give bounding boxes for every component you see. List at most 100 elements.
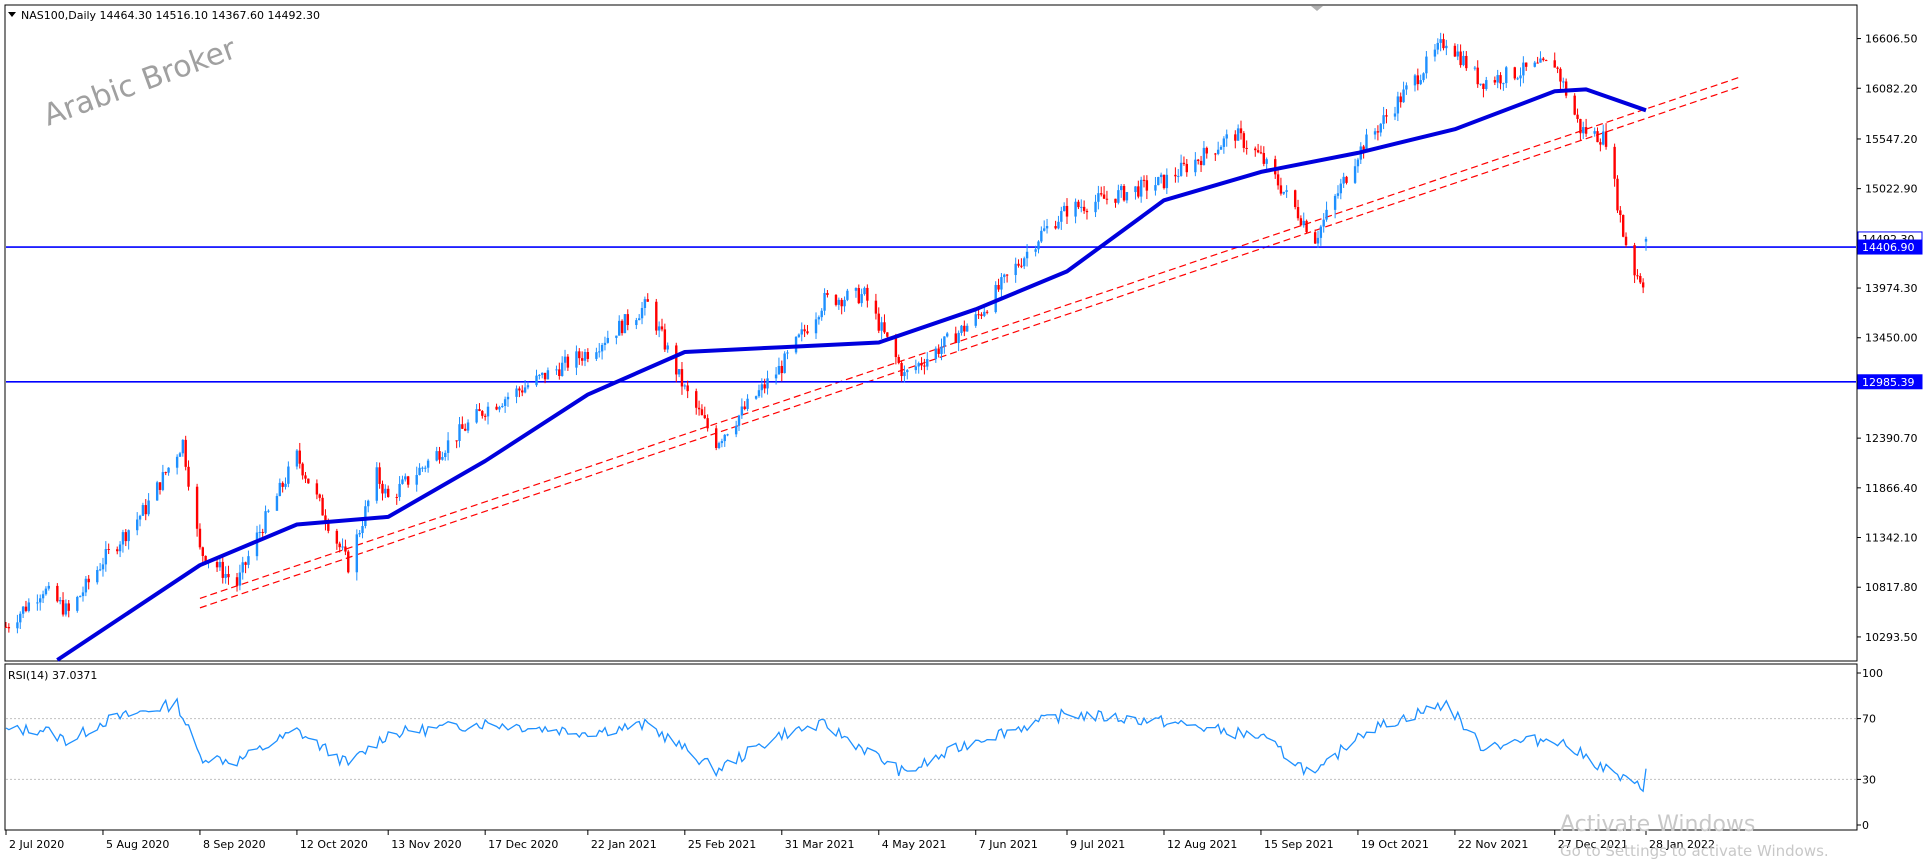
candle-body xyxy=(335,530,339,544)
trend-line[interactable] xyxy=(199,76,1741,599)
candle-body xyxy=(1293,190,1297,208)
candle-body xyxy=(1319,226,1323,238)
candle-body xyxy=(566,356,570,368)
candle-body xyxy=(84,578,88,593)
candle-body xyxy=(598,351,601,353)
triangle-down-icon[interactable] xyxy=(8,12,16,17)
candle-body xyxy=(64,603,68,615)
candle-body xyxy=(435,451,438,461)
price-label-box xyxy=(1857,374,1923,390)
candle-body xyxy=(1544,60,1548,62)
candle-body xyxy=(1137,186,1140,197)
time-tick-label: 5 Aug 2020 xyxy=(106,838,169,851)
candle-body xyxy=(1576,114,1579,119)
candle-body xyxy=(997,284,1000,290)
candle-body xyxy=(87,578,90,583)
candle-body xyxy=(637,318,641,321)
candle-body xyxy=(760,384,764,391)
candle-body xyxy=(618,320,621,336)
candle-body xyxy=(1145,180,1149,191)
candle-body xyxy=(1579,118,1582,134)
candle-body xyxy=(281,482,284,487)
rsi-tick-label: 70 xyxy=(1862,713,1876,726)
candle-body xyxy=(1604,131,1608,147)
candle-body xyxy=(7,626,11,629)
candle-body xyxy=(215,561,219,568)
candle-body xyxy=(1413,75,1417,86)
candle-body xyxy=(837,299,841,305)
price-label-text: 14406.90 xyxy=(1862,241,1915,254)
time-tick-label: 12 Oct 2020 xyxy=(300,838,368,851)
candle-body xyxy=(1034,249,1037,252)
candle-body xyxy=(526,385,530,388)
candle-body xyxy=(406,476,410,485)
candle-body xyxy=(501,405,504,408)
candle-body xyxy=(1122,185,1126,201)
candle-body xyxy=(660,326,664,330)
candle-body xyxy=(1419,80,1422,85)
candle-body xyxy=(1065,205,1069,217)
candle-body xyxy=(483,415,487,417)
candle-body xyxy=(178,453,182,457)
candle-body xyxy=(1365,134,1368,152)
candle-body xyxy=(1080,206,1083,208)
time-tick-label: 22 Jan 2021 xyxy=(591,838,657,851)
scroll-marker-icon[interactable] xyxy=(1311,6,1323,11)
candle-body xyxy=(1325,209,1328,220)
candle-body xyxy=(623,314,627,334)
candle-body xyxy=(184,439,187,467)
price-tick-label: 11342.10 xyxy=(1865,532,1918,545)
candle-body xyxy=(386,488,390,497)
candle-body xyxy=(655,301,658,331)
candle-body xyxy=(1000,277,1003,290)
candle-body xyxy=(1393,113,1397,117)
candle-body xyxy=(107,549,110,551)
candle-body xyxy=(700,409,704,416)
price-label-box xyxy=(1857,239,1923,255)
candle-body xyxy=(395,496,398,498)
candle-body xyxy=(1456,51,1459,57)
candle-body xyxy=(1499,75,1502,84)
candle-body xyxy=(1493,80,1497,83)
candle-body xyxy=(461,424,464,429)
candle-body xyxy=(1476,67,1479,85)
candle-body xyxy=(817,317,821,320)
candle-body xyxy=(1003,274,1006,278)
candle-body xyxy=(1596,131,1599,143)
rsi-tick-label: 100 xyxy=(1862,667,1883,680)
candle-body xyxy=(521,390,524,393)
candle-body xyxy=(1025,251,1029,259)
candle-body xyxy=(1582,127,1585,134)
time-tick-label: 12 Aug 2021 xyxy=(1167,838,1237,851)
candle-body xyxy=(535,375,538,386)
candle-body xyxy=(261,531,264,533)
candle-body xyxy=(441,457,444,460)
candle-body xyxy=(740,406,744,416)
candle-body xyxy=(1242,133,1246,148)
candle-body xyxy=(1624,236,1628,246)
candle-body xyxy=(1020,265,1023,267)
candle-body xyxy=(1045,226,1049,229)
candle-body xyxy=(341,546,344,548)
candle-body xyxy=(498,407,501,410)
candle-body xyxy=(361,526,364,534)
candle-body xyxy=(1054,226,1057,229)
candle-body xyxy=(1154,185,1157,191)
trend-line[interactable] xyxy=(199,85,1741,609)
candle-body xyxy=(777,365,781,375)
candle-body xyxy=(1399,96,1402,103)
rsi-panel-frame xyxy=(4,663,1858,831)
candle-body xyxy=(27,602,31,611)
candle-body xyxy=(1556,67,1559,69)
candle-body xyxy=(846,290,849,300)
candle-body xyxy=(766,378,769,389)
candle-body xyxy=(1239,128,1243,134)
candle-body xyxy=(840,299,843,307)
candle-body xyxy=(464,428,467,431)
candle-body xyxy=(1296,207,1300,219)
candle-body xyxy=(426,460,430,468)
candle-body xyxy=(940,346,943,354)
candle-body xyxy=(438,451,441,460)
candle-body xyxy=(1425,56,1428,74)
